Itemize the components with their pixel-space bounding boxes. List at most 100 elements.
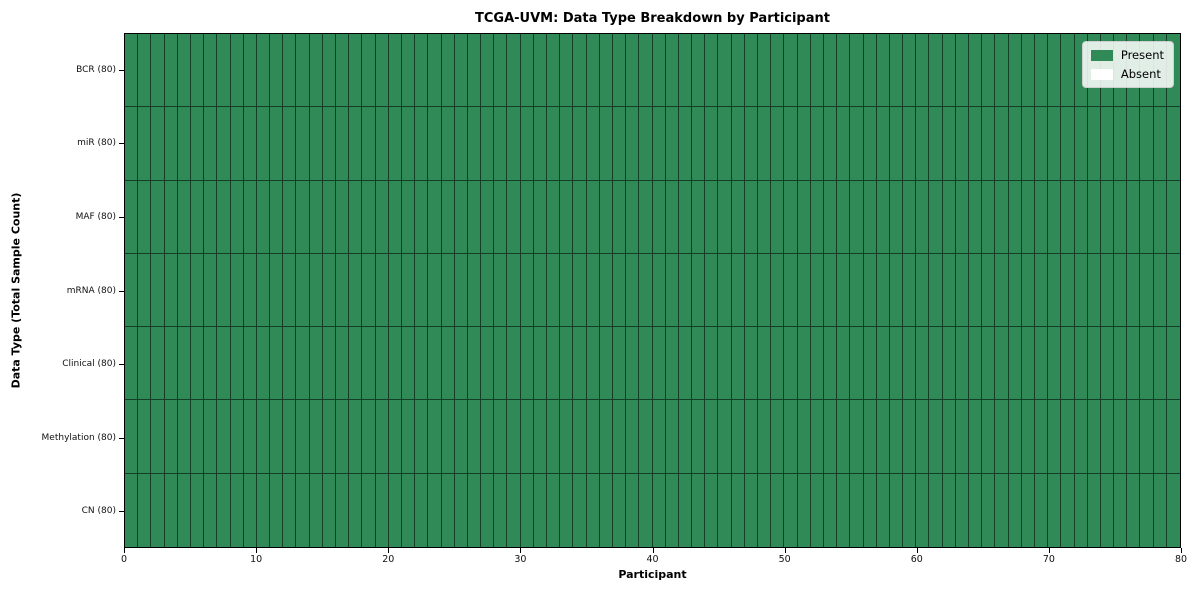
heatmap-cell (481, 107, 495, 181)
heatmap-cell (520, 253, 534, 328)
heatmap-cell (520, 327, 534, 401)
heatmap-cell (1153, 107, 1167, 181)
heatmap-cell (1127, 107, 1141, 181)
heatmap-cell (138, 180, 152, 254)
heatmap-cell (797, 473, 811, 547)
heatmap-cell (494, 34, 508, 108)
heatmap-cell (863, 473, 877, 547)
heatmap-cell (547, 107, 561, 181)
heatmap-cell (336, 327, 350, 401)
heatmap-cell (1087, 180, 1101, 254)
heatmap-cell (1114, 400, 1128, 474)
heatmap-cell (151, 400, 165, 474)
heatmap-cell (283, 400, 297, 474)
heatmap-cell (336, 400, 350, 474)
heatmap-cell (1153, 253, 1167, 328)
heatmap-cell (547, 180, 561, 254)
heatmap-cell (481, 327, 495, 401)
heatmap-cell (942, 327, 956, 401)
heatmap-cell (190, 107, 205, 181)
heatmap-cell (230, 180, 244, 254)
heatmap-cell (177, 180, 191, 254)
heatmap-cell (1074, 253, 1088, 328)
heatmap-cell (850, 473, 864, 547)
heatmap-cell (942, 34, 956, 108)
heatmap-cell (309, 34, 323, 108)
y-tick-mark (119, 69, 124, 71)
heatmap-cell (243, 107, 257, 181)
heatmap-cell (309, 253, 323, 328)
heatmap-cell (784, 34, 798, 108)
heatmap-cell (217, 253, 231, 328)
heatmap-cell (177, 327, 191, 401)
heatmap-cell (758, 107, 772, 181)
heatmap-cell (217, 107, 231, 181)
heatmap-cell (494, 253, 508, 328)
heatmap-cell (731, 473, 745, 547)
heatmap-cell (995, 473, 1009, 547)
heatmap-cell (612, 34, 627, 108)
heatmap-cell (810, 34, 824, 108)
x-tick-mark (1181, 548, 1182, 553)
heatmap-cell (336, 180, 350, 254)
heatmap-cell (349, 400, 363, 474)
heatmap-cell (494, 180, 508, 254)
heatmap-cell (560, 253, 574, 328)
heatmap-cell (678, 253, 693, 328)
heatmap-cell (995, 107, 1009, 181)
heatmap-cell (494, 473, 508, 547)
heatmap-cell (401, 107, 416, 181)
heatmap-cell (415, 400, 429, 474)
heatmap-cell (955, 253, 969, 328)
y-tick-mark (119, 437, 124, 439)
heatmap-cell (1074, 107, 1088, 181)
heatmap-cell (1087, 400, 1101, 474)
heatmap-cell (283, 180, 297, 254)
heatmap-cell (428, 473, 442, 547)
heatmap-cell (441, 253, 455, 328)
heatmap-cell (256, 327, 271, 401)
heatmap-cell (164, 34, 178, 108)
heatmap-cell (494, 327, 508, 401)
heatmap-cell (876, 107, 890, 181)
heatmap-cell (955, 327, 969, 401)
heatmap-cell (916, 34, 930, 108)
heatmap-cell (1061, 400, 1075, 474)
heatmap-cell (190, 400, 205, 474)
heatmap-cell (296, 180, 310, 254)
heatmap-cell (599, 400, 613, 474)
heatmap-cell (1100, 107, 1115, 181)
heatmap-cell (1008, 180, 1022, 254)
heatmap-cell (1021, 473, 1035, 547)
heatmap-cell (626, 400, 640, 474)
heatmap-cell (758, 400, 772, 474)
heatmap-cell (204, 327, 218, 401)
heatmap-cell (1034, 253, 1049, 328)
heatmap-cell (1114, 327, 1128, 401)
heatmap-cell (467, 34, 482, 108)
heatmap-cell (1087, 473, 1101, 547)
heatmap-cell (1127, 473, 1141, 547)
heatmap-cell (322, 180, 336, 254)
x-tick-label: 70 (1042, 554, 1055, 565)
heatmap-cell (270, 473, 284, 547)
heatmap-cell (283, 473, 297, 547)
heatmap-cell (1074, 327, 1088, 401)
heatmap-cell (1114, 180, 1128, 254)
heatmap-cell (336, 107, 350, 181)
heatmap-cell (837, 180, 851, 254)
heatmap-cell (1048, 473, 1062, 547)
heatmap-cell (296, 34, 310, 108)
heatmap-cell (995, 327, 1009, 401)
heatmap-cell (823, 107, 838, 181)
heatmap-cell (1034, 400, 1049, 474)
heatmap-cell (797, 400, 811, 474)
heatmap-cell (204, 34, 218, 108)
heatmap-cell (626, 180, 640, 254)
heatmap-cell (467, 253, 482, 328)
heatmap-cell (599, 473, 613, 547)
heatmap-cell (349, 180, 363, 254)
heatmap-cell (375, 473, 389, 547)
heatmap-cell (441, 180, 455, 254)
heatmap-cell (309, 107, 323, 181)
